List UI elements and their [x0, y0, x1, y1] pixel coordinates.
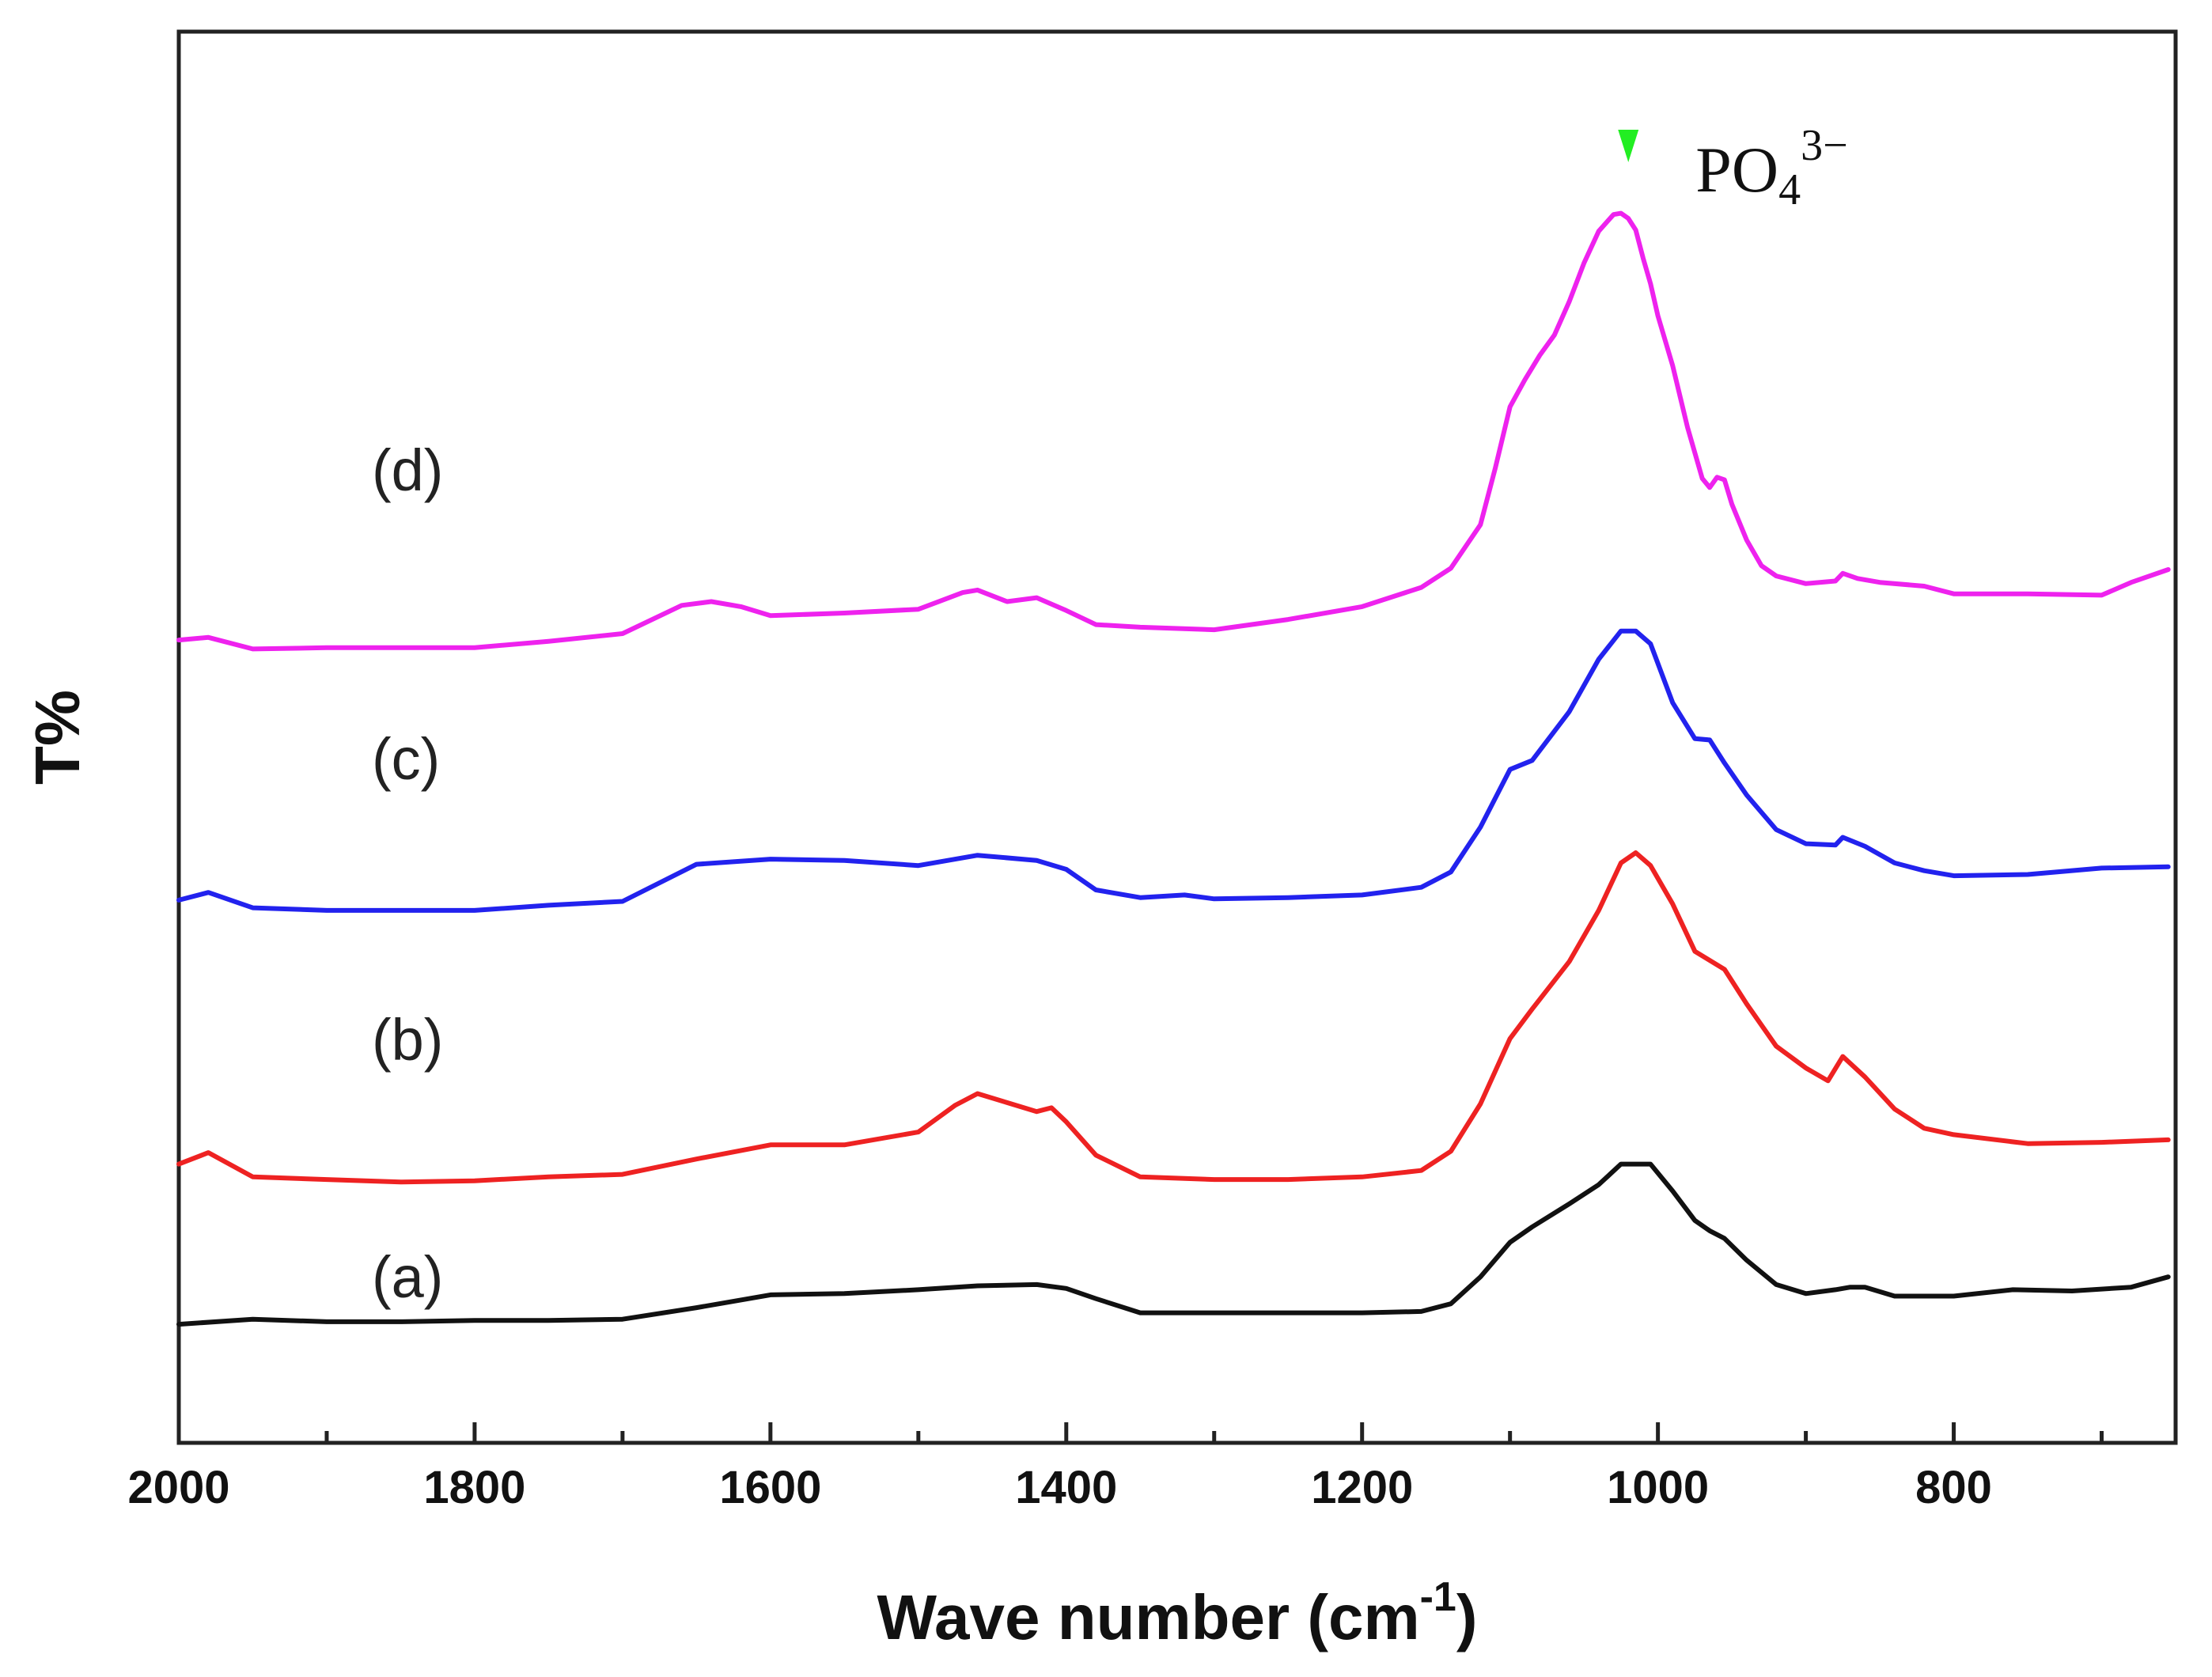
x-tick-label: 800: [1915, 1462, 1992, 1513]
annotation-group: PO43−: [1618, 121, 1848, 214]
plot-frame: [176, 29, 2178, 1445]
series-label-b: (b): [372, 1007, 443, 1073]
series-label-c: (c): [372, 726, 440, 792]
series-label-a: (a): [372, 1244, 443, 1310]
x-axis-title-sup: -1: [1420, 1574, 1456, 1620]
x-axis-title: Wave number (cm-1): [877, 1574, 1478, 1652]
series-line-d: [176, 210, 2171, 652]
annotation-sub: 4: [1778, 165, 1801, 214]
x-axis-title-close: ): [1456, 1582, 1478, 1652]
series-line-b: [176, 850, 2171, 1185]
x-tick-label: 1600: [719, 1462, 821, 1513]
series-labels: (a) (b) (c) (d): [372, 437, 443, 1310]
x-tick-label: 1800: [423, 1462, 525, 1513]
x-tick-label: 1400: [1015, 1462, 1117, 1513]
annotation-base: PO: [1695, 134, 1778, 206]
annotation-sup: 3−: [1801, 121, 1848, 170]
x-tick-label: 1000: [1607, 1462, 1709, 1513]
series-group: [176, 210, 2171, 1327]
peak-marker-icon: [1618, 130, 1639, 162]
y-axis-title: T%: [22, 690, 93, 785]
series-line-c: [176, 628, 2171, 913]
series-line-a: [176, 1161, 2171, 1327]
x-tick-label: 1200: [1311, 1462, 1413, 1513]
x-axis-ticks: 2000 1800 1600 1400 1200 1000 800: [127, 1422, 2104, 1513]
annotation-po4: PO43−: [1695, 121, 1847, 214]
x-axis-title-main: Wave number (cm: [877, 1582, 1420, 1652]
series-label-d: (d): [372, 437, 443, 503]
x-tick-label: 2000: [127, 1462, 229, 1513]
